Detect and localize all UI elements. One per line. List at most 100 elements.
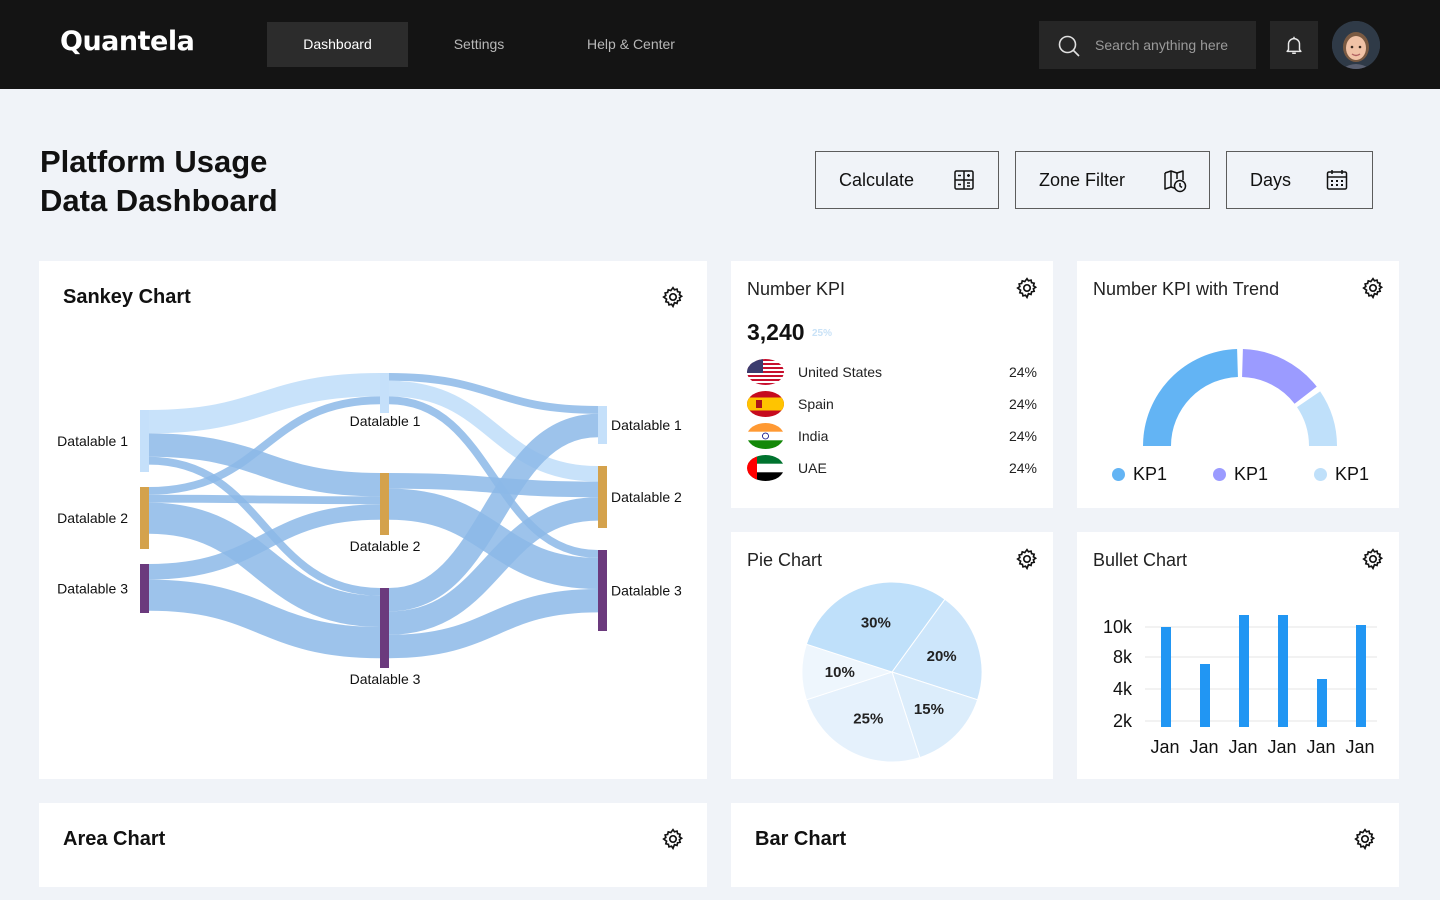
kpi-country-percent: 24% [1008,460,1037,476]
notifications-button[interactable] [1270,21,1318,69]
sankey-node[interactable] [140,564,149,613]
sankey-link [388,589,599,659]
pie-slice[interactable] [805,671,921,763]
x-tick-label: Jan [1267,737,1296,757]
pie-chart: 20% 15% 25% 10% 30% [801,581,983,763]
sankey-node[interactable] [380,588,389,668]
bar[interactable] [1317,679,1327,727]
zone-filter-button[interactable]: Zone Filter [1015,151,1210,209]
sankey-link [388,413,599,612]
legend-label: KP1 [1335,464,1370,484]
y-tick-label: 2k [1113,711,1133,731]
bar[interactable] [1161,627,1171,727]
sankey-link [388,497,599,635]
pie-slice-label: 10% [825,664,855,681]
pie-slice[interactable] [891,671,979,759]
sankey-link [148,456,381,596]
donut-segment[interactable] [1143,349,1238,446]
sankey-node-label: Datalable 1 [350,413,421,429]
y-tick-label: 4k [1113,679,1133,699]
search-box[interactable] [1039,21,1256,69]
y-tick-label: 8k [1113,647,1133,667]
sankey-node-label: Datalable 2 [611,489,682,505]
legend-label: KP1 [1133,464,1168,484]
x-tick-label: Jan [1189,737,1218,757]
avatar[interactable] [1332,21,1380,69]
nav-tab-help-center[interactable]: Help & Center [587,36,675,52]
pie-slice-label: 30% [861,614,891,631]
kpi-row-uae: UAE 24% [747,455,1037,481]
sankey-link [148,494,381,505]
spain-flag-icon [747,391,784,417]
nav-tab-dashboard[interactable]: Dashboard [267,22,408,67]
gear-icon[interactable] [1362,277,1384,299]
sankey-chart-card: Sankey Chart Datalable 1 Datalable 2 Datal… [39,261,707,779]
days-button[interactable]: Days [1226,151,1373,209]
x-tick-label: Jan [1228,737,1257,757]
sankey-node-label: Datalable 3 [611,583,682,599]
sankey-node-label: Datalable 1 [57,433,128,449]
sankey-node-label: Datalable 3 [57,581,128,597]
zone-filter-button-label: Zone Filter [1039,170,1126,190]
kpi-value: 3,240 [747,319,805,345]
gear-icon[interactable] [1016,548,1038,570]
sankey-node[interactable] [380,373,389,413]
bar[interactable] [1239,615,1249,727]
bell-icon [1286,36,1302,54]
legend-item-kp1-a: KP1 [1112,464,1167,485]
sankey-link [388,473,599,498]
sankey-link [388,488,599,589]
pie-chart-title: Pie Chart [747,550,823,570]
nav-tab-settings[interactable]: Settings [453,36,505,52]
donut-segment[interactable] [1297,391,1337,446]
pie-slice-label: 25% [853,711,883,728]
kpi-country-percent: 24% [1008,428,1037,444]
pie-slice[interactable] [891,598,983,701]
legend-item-kp1-b: KP1 [1213,464,1268,485]
bar-chart-card: Bar Chart [731,803,1399,887]
donut-segment[interactable] [1242,349,1317,404]
user-avatar-icon [1332,21,1380,69]
map-clock-icon [1164,170,1187,193]
gear-icon[interactable] [1016,277,1038,299]
gear-icon[interactable] [1354,828,1376,850]
calculator-icon [954,170,974,190]
gear-icon[interactable] [662,828,684,850]
gear-icon[interactable] [1362,548,1384,570]
bar[interactable] [1278,615,1288,727]
kpi-country-label: India [798,428,829,444]
sankey-node[interactable] [380,473,389,535]
sankey-chart: Datalable 1 Datalable 2 Datalable 3 Datalab… [57,373,682,687]
gear-icon[interactable] [662,286,684,308]
legend-dot [1112,468,1125,481]
sankey-node[interactable] [598,550,607,631]
bar[interactable] [1200,664,1210,727]
kpi-country-percent: 24% [1008,364,1037,380]
kpi-country-label: United States [798,364,883,380]
sankey-node[interactable] [598,466,607,528]
logo[interactable]: Quantela [60,26,195,57]
bar[interactable] [1356,625,1366,727]
calculate-button[interactable]: Calculate [815,151,999,209]
sankey-link [148,502,381,627]
bullet-chart-card: Bullet Chart 10k 8k 4k 2k Jan Jan Jan Jan Jan Jan [1077,532,1399,779]
sankey-node[interactable] [140,410,149,472]
half-donut-chart [1143,349,1337,446]
legend-dot [1213,468,1226,481]
days-button-label: Days [1250,170,1292,190]
search-icon [1058,35,1080,57]
x-tick-label: Jan [1150,737,1179,757]
legend-item-kp1-c: KP1 [1314,464,1369,485]
legend-label: KP1 [1234,464,1269,484]
sankey-node[interactable] [140,487,149,549]
sankey-node-label: Datalable 2 [57,510,128,526]
sankey-link [148,373,381,434]
us-flag-icon [747,359,784,385]
search-input[interactable] [1095,21,1250,69]
sankey-link [388,396,599,558]
sankey-node[interactable] [598,406,607,444]
pie-slice[interactable] [805,581,946,673]
uae-flag-icon [747,455,784,481]
kpi-country-label: Spain [798,396,834,412]
bar-chart-title: Bar Chart [755,828,847,850]
